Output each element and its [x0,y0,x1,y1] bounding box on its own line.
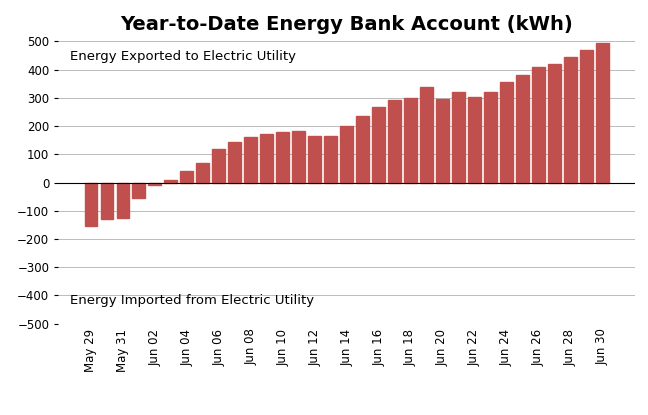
Bar [165,180,178,183]
Bar [404,98,417,183]
Bar [180,171,193,183]
Bar [436,98,449,183]
Bar [84,183,97,226]
Bar [100,183,113,219]
Bar [356,116,369,183]
Bar [244,137,257,183]
Bar [292,131,305,183]
Text: Energy Imported from Electric Utility: Energy Imported from Electric Utility [70,294,314,307]
Bar [196,164,209,183]
Bar [132,183,145,198]
Bar [228,142,241,183]
Bar [213,149,226,183]
Bar [308,136,321,183]
Bar [468,98,481,183]
Bar [340,126,353,183]
Bar [516,76,529,183]
Bar [500,82,513,183]
Bar [324,136,337,183]
Text: Energy Exported to Electric Utility: Energy Exported to Electric Utility [70,50,296,63]
Bar [148,183,161,186]
Bar [580,50,593,183]
Bar [484,92,497,183]
Bar [388,100,401,183]
Title: Year-to-Date Energy Bank Account (kWh): Year-to-Date Energy Bank Account (kWh) [121,15,573,34]
Bar [548,64,561,183]
Bar [372,107,385,183]
Bar [564,57,577,183]
Bar [420,87,433,183]
Bar [532,67,545,183]
Bar [452,92,465,183]
Bar [260,134,273,183]
Bar [276,132,289,183]
Bar [596,44,609,183]
Bar [117,183,130,218]
